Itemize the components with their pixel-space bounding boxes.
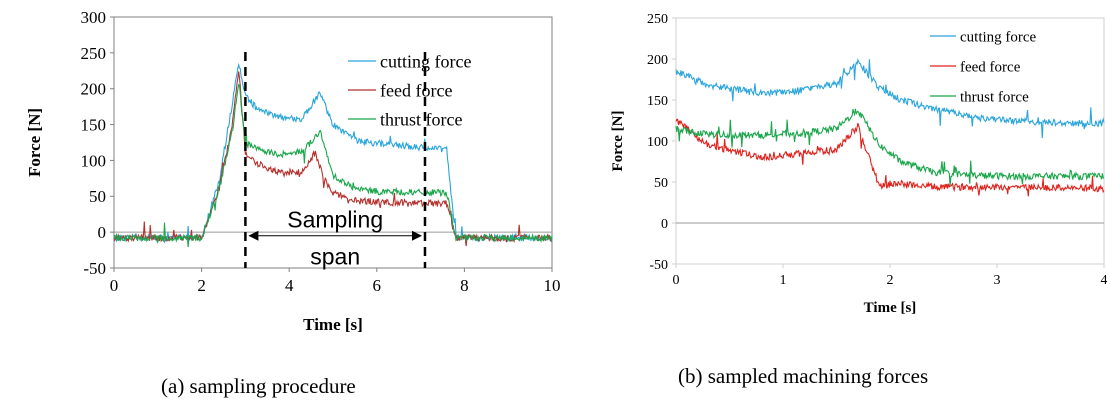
caption-panel-b: (b) sampled machining forces [678,364,929,388]
legend-label-b-2: feed force [960,59,1021,75]
x-tick-label-b: 3 [994,273,1001,288]
y-tick-label-a: 0 [98,223,107,242]
y-axis-label-b: Force [N] [610,111,626,172]
caption-panel-a: (a) sampling procedure [161,374,356,398]
x-axis-label-a: Time [s] [303,315,363,334]
x-tick-label-a: 0 [110,276,119,295]
series-line-b-2 [675,118,1105,197]
y-tick-label-a: 250 [81,44,107,63]
sampling-span-arrowhead-right [411,230,422,241]
x-tick-label-a: 6 [373,276,382,295]
y-tick-label-a: 300 [81,8,107,27]
legend-label-b-3: thrust force [960,89,1029,105]
y-tick-label-a: -50 [83,259,106,278]
y-tick-label-a: 200 [81,80,107,99]
x-tick-label-a: 2 [197,276,206,295]
y-tick-label-b: 200 [647,53,668,68]
legend-label-b-1: cutting force [960,29,1037,45]
x-axis-label-b: Time [s] [864,300,917,316]
x-tick-label-b: 0 [673,273,680,288]
y-tick-label-b: 150 [647,94,668,109]
y-tick-label-b: 100 [647,135,668,150]
x-tick-label-a: 8 [460,276,469,295]
plot-frame-b [675,17,1105,265]
y-tick-label-b: -50 [649,258,668,273]
plot-frame-a [113,16,553,269]
sampling-span-label: span [310,244,360,270]
x-tick-label-b: 1 [780,273,787,288]
x-tick-label-b: 4 [1101,273,1107,288]
y-tick-label-a: 50 [89,187,106,206]
y-tick-label-a: 100 [81,151,107,170]
series-line-b-3 [675,108,1105,187]
x-tick-label-a: 10 [544,276,561,295]
y-tick-label-b: 0 [661,217,668,232]
sampling-span-arrowhead-left [248,230,259,241]
y-axis-label-a: Force [N] [25,108,44,177]
legend-label-a-3: thrust force [380,109,462,129]
legend-label-a-1: cutting force [380,51,471,71]
series-line-b-1 [675,58,1105,139]
legend-label-a-2: feed force [380,80,452,100]
series-line-a-3 [113,83,553,248]
x-tick-label-b: 2 [887,273,894,288]
x-tick-label-a: 4 [285,276,294,295]
y-tick-label-b: 250 [647,12,668,27]
sampling-span-label: Sampling [287,207,383,233]
y-tick-label-a: 150 [81,116,107,135]
chart-panel-b: -50 0 50 100 150 200 250 0 1 2 3 4 Time [s] Force [N]… [610,12,1107,316]
y-tick-label-b: 50 [654,176,668,191]
